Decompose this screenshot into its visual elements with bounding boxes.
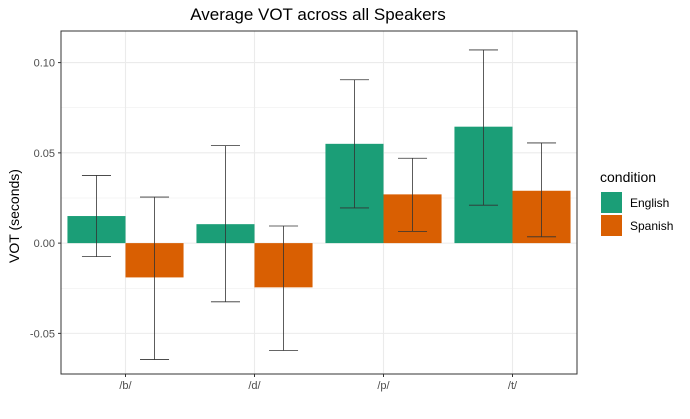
plot-border xyxy=(60,30,578,375)
error-bar-english-2 xyxy=(339,79,369,209)
plot-area: -0.05 0.00 0.05 0.10/b/ /d/ /p/ /t/ xyxy=(30,30,578,392)
y-tick-label: 0.10 xyxy=(34,58,55,70)
x-tick-label: /p/ xyxy=(377,380,390,392)
y-tick-label: -0.05 xyxy=(30,328,55,340)
error-bar-spanish-1 xyxy=(269,225,299,351)
legend-label: Spanish xyxy=(630,219,673,233)
error-bar-spanish-3 xyxy=(527,142,557,238)
legend: condition English Spanish xyxy=(600,169,673,236)
legend-item-english: English xyxy=(601,192,669,213)
x-tick-label: /d/ xyxy=(248,380,261,392)
legend-swatch xyxy=(601,192,622,213)
legend-swatch xyxy=(601,215,622,236)
y-axis-title: VOT (seconds) xyxy=(6,169,22,263)
x-tick-label: /t/ xyxy=(508,380,518,392)
error-bar-english-1 xyxy=(210,145,240,303)
y-tick-label: 0.00 xyxy=(34,238,55,250)
error-bar-spanish-0 xyxy=(140,196,170,360)
error-bar-spanish-2 xyxy=(398,157,428,232)
chart-title: Average VOT across all Speakers xyxy=(190,5,445,24)
legend-label: English xyxy=(630,196,669,210)
y-tick-label: 0.05 xyxy=(34,148,55,160)
error-bar-english-3 xyxy=(468,49,498,206)
legend-items: English Spanish xyxy=(601,192,673,236)
legend-title: condition xyxy=(600,169,656,185)
error-bar-english-0 xyxy=(81,175,111,258)
x-tick-label: /b/ xyxy=(119,380,132,392)
legend-item-spanish: Spanish xyxy=(601,215,673,236)
